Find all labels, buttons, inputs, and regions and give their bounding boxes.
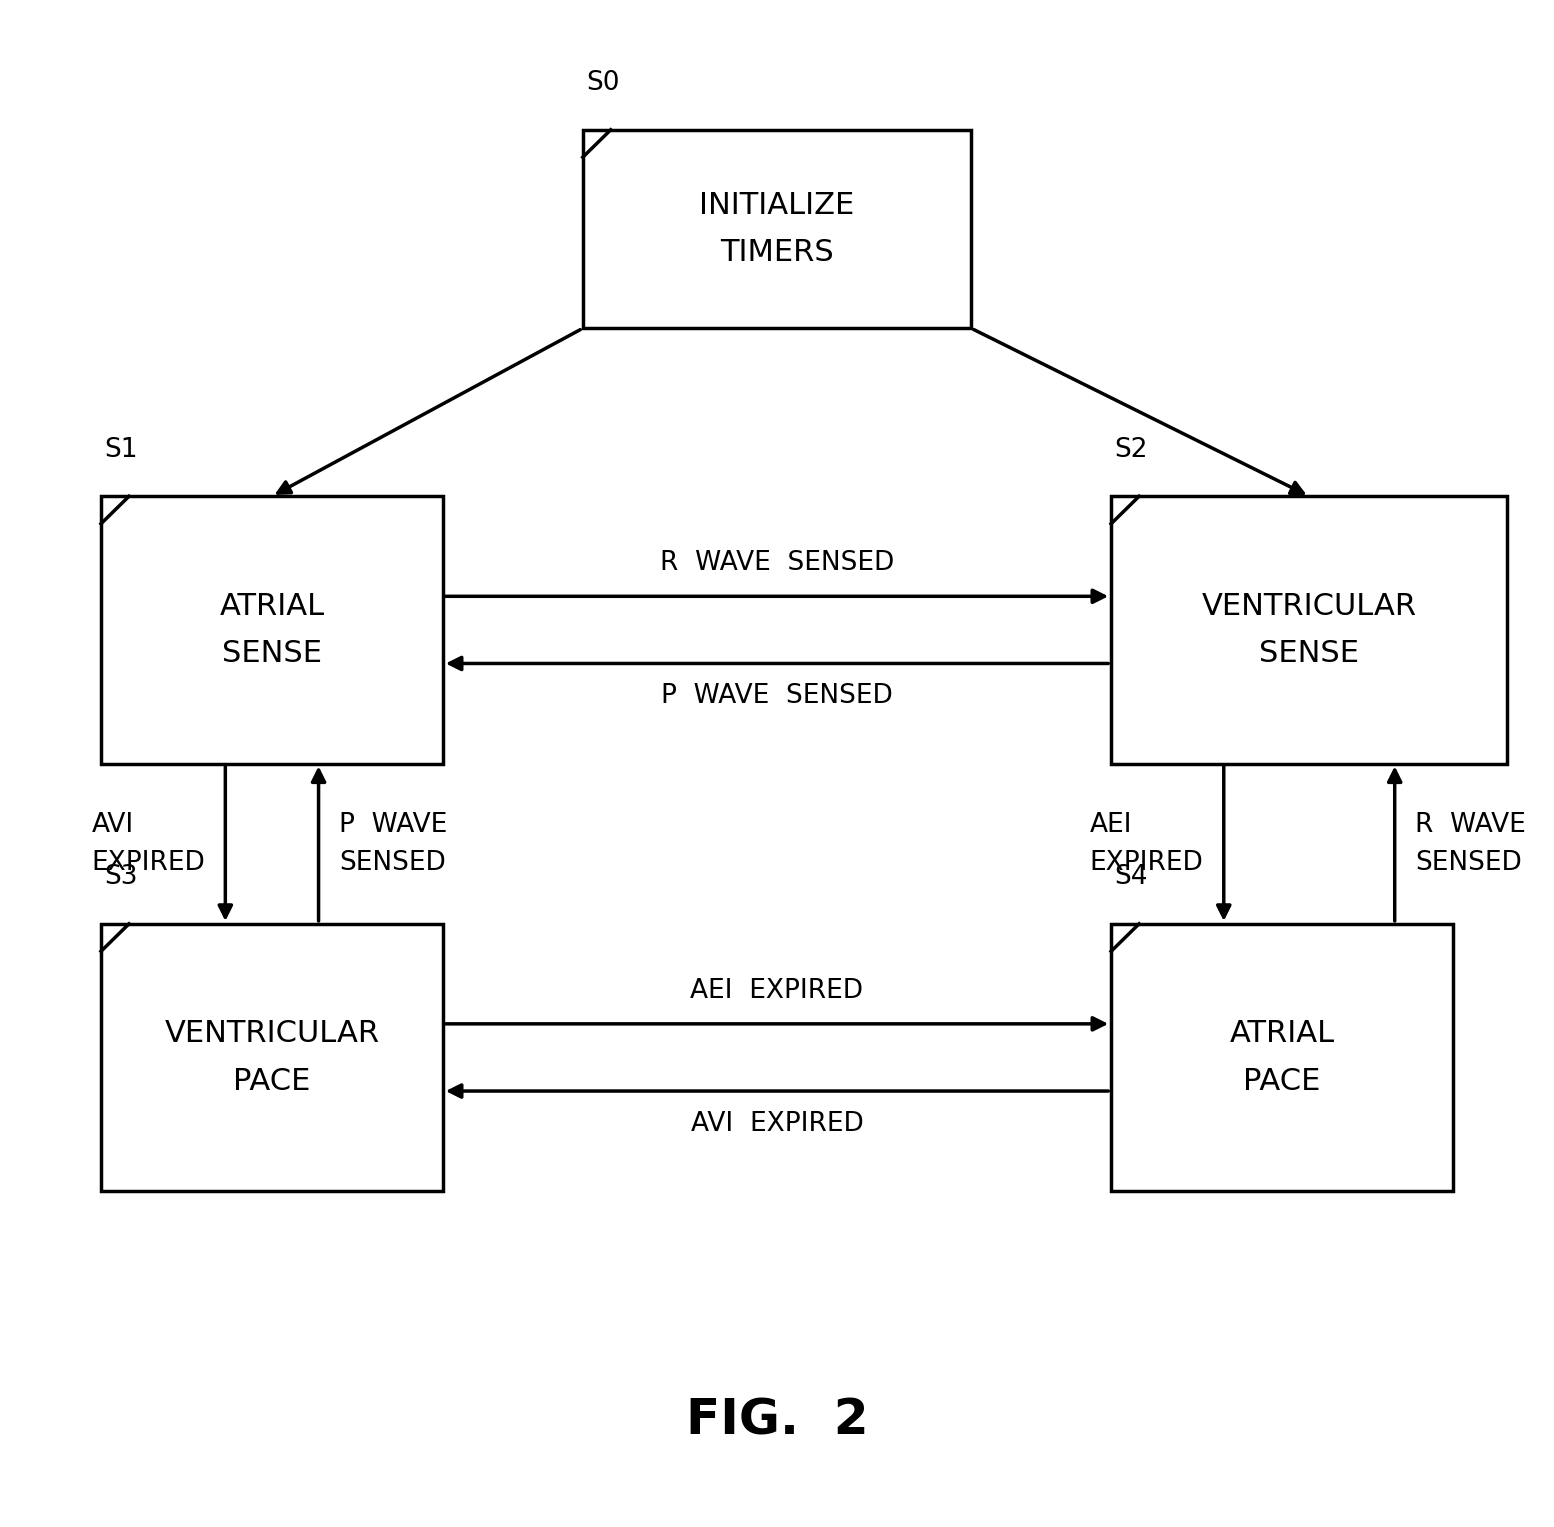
Text: AEI  EXPIRED: AEI EXPIRED (690, 977, 864, 1005)
Bar (583, 130, 971, 328)
Text: AEI
EXPIRED: AEI EXPIRED (1089, 812, 1203, 875)
Bar (1111, 924, 1453, 1191)
Text: S0: S0 (586, 70, 620, 96)
Bar (1111, 496, 1507, 764)
Text: VENTRICULAR
PACE: VENTRICULAR PACE (165, 1019, 379, 1096)
Text: R  WAVE  SENSED: R WAVE SENSED (660, 550, 894, 576)
Text: VENTRICULAR
SENSE: VENTRICULAR SENSE (1201, 591, 1417, 669)
Text: AVI
EXPIRED: AVI EXPIRED (92, 812, 205, 875)
Text: S3: S3 (104, 864, 138, 890)
Text: S4: S4 (1114, 864, 1148, 890)
Text: S1: S1 (104, 437, 138, 463)
Bar (101, 924, 443, 1191)
Text: ATRIAL
SENSE: ATRIAL SENSE (219, 591, 325, 669)
Text: P  WAVE  SENSED: P WAVE SENSED (660, 684, 894, 710)
Text: ATRIAL
PACE: ATRIAL PACE (1229, 1019, 1335, 1096)
Text: INITIALIZE
TIMERS: INITIALIZE TIMERS (699, 191, 855, 267)
Text: R  WAVE
SENSED: R WAVE SENSED (1416, 812, 1526, 875)
Text: AVI  EXPIRED: AVI EXPIRED (690, 1112, 864, 1138)
Text: FIG.  2: FIG. 2 (685, 1396, 869, 1445)
Text: P  WAVE
SENSED: P WAVE SENSED (339, 812, 448, 875)
Bar (101, 496, 443, 764)
Text: S2: S2 (1114, 437, 1148, 463)
